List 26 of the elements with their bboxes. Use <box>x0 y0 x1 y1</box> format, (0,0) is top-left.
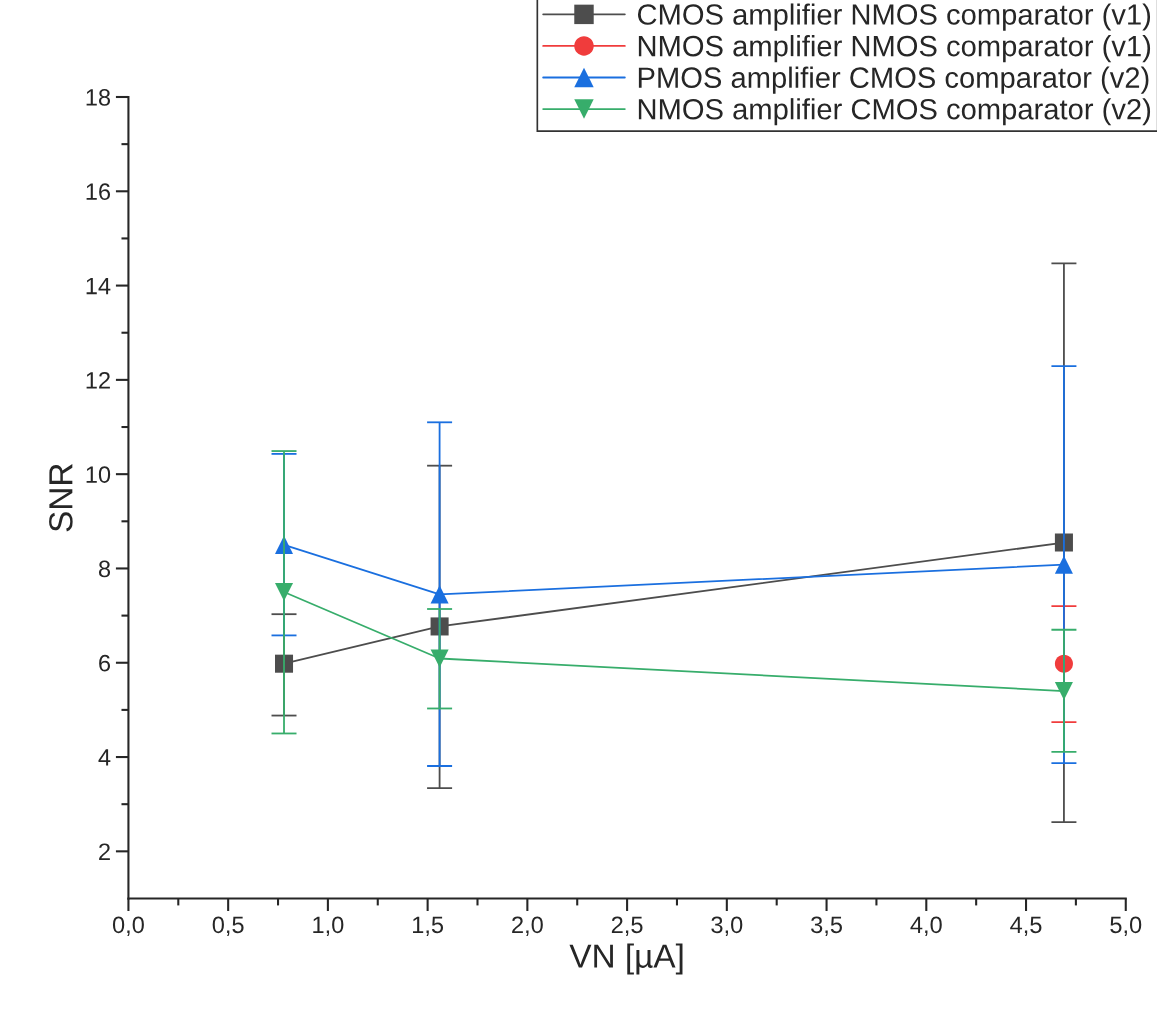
y-tick-label: 2 <box>99 843 110 860</box>
x-tick-label: 1,5 <box>413 916 444 936</box>
x-tick-label: 1,0 <box>313 916 344 936</box>
x-tick-label: 2,5 <box>611 916 643 936</box>
y-tick-label: 14 <box>86 277 111 295</box>
y-tick-label: 16 <box>86 183 111 201</box>
legend-label: NMOS amplifier NMOS comparator (v1) <box>638 35 1151 63</box>
x-tick-label: 5,0 <box>1110 916 1142 936</box>
y-axis-title: SNR <box>49 464 73 532</box>
x-tick-label: 4,0 <box>910 916 942 936</box>
y-tick-label: 6 <box>99 654 111 672</box>
x-tick-label: 4,5 <box>1010 916 1042 936</box>
y-tick-label: 10 <box>86 466 111 483</box>
x-tick-label: 3,5 <box>811 916 842 936</box>
x-tick-label: 0,0 <box>112 916 144 936</box>
legend-label: NMOS amplifier CMOS comparator (v2) <box>638 98 1151 126</box>
y-tick-label: 18 <box>86 89 111 106</box>
x-tick-label: 0,5 <box>212 916 244 936</box>
y-tick-label: 8 <box>98 560 111 578</box>
legend-label: CMOS amplifier NMOS comparator (v1) <box>637 3 1151 31</box>
y-tick-label: 4 <box>98 749 111 766</box>
x-tick-label: 3,0 <box>711 916 743 936</box>
y-tick-label: 12 <box>86 371 110 389</box>
legend-label: PMOS amplifier CMOS comparator (v2) <box>638 66 1149 94</box>
x-tick-label: 2,0 <box>512 916 543 936</box>
x-axis-title: VN [µA] <box>569 943 683 975</box>
